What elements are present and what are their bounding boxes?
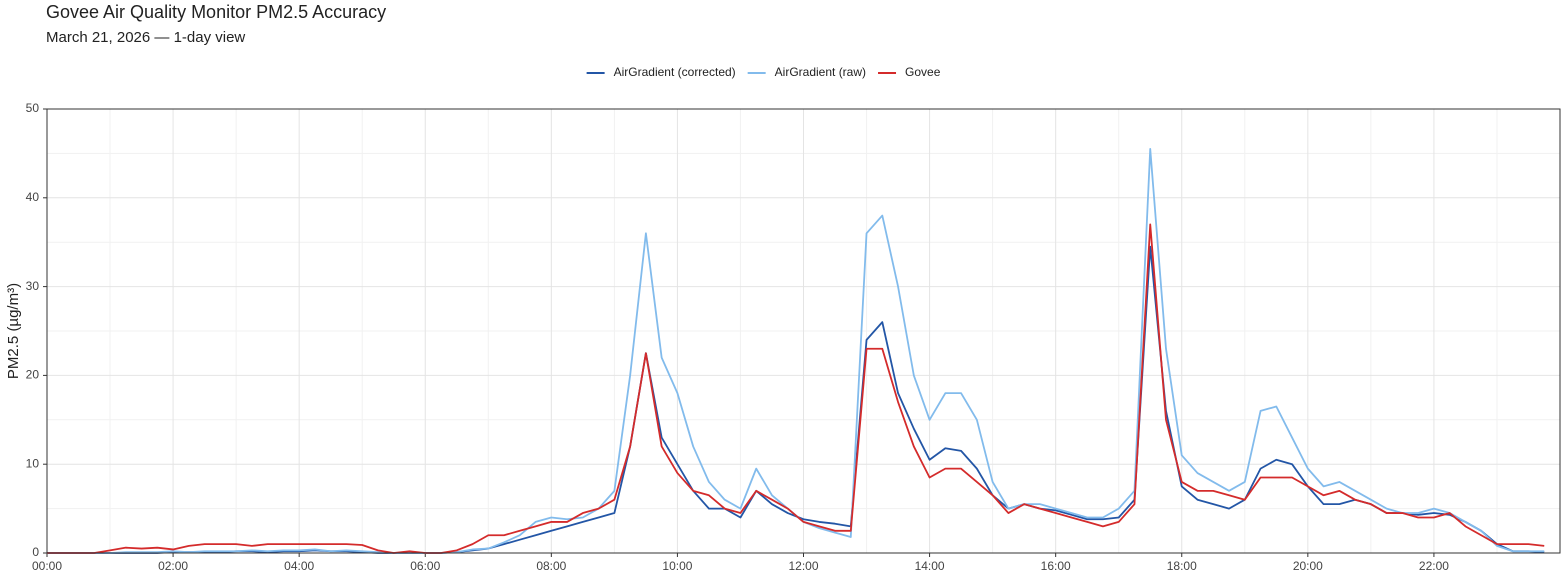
x-tick-label: 08:00 [536,559,566,573]
x-tick-label: 00:00 [32,559,62,573]
chart-title: Govee Air Quality Monitor PM2.5 Accuracy [46,2,386,22]
y-tick-label: 10 [26,456,40,470]
x-tick-label: 16:00 [1041,559,1071,573]
x-tick-label: 10:00 [662,559,692,573]
plot [47,148,1545,554]
x-tick-label: 02:00 [158,559,188,573]
y-tick-label: 0 [32,545,39,559]
y-tick-label: 40 [26,190,40,204]
legend-item: Govee [878,65,941,79]
grid: 0 10 20 30 40 50 00:00 02:00 04:00 06:00 08:00 10:0… [26,101,1560,573]
x-tick-label: 20:00 [1293,559,1323,573]
legend-item: AirGradient (corrected) [586,65,736,79]
legend: AirGradient (corrected) AirGradient (raw)… [586,65,941,79]
x-tick-label: 14:00 [915,559,945,573]
x-tick-label: 18:00 [1167,559,1197,573]
legend-label: AirGradient (corrected) [614,65,736,79]
y-axis-label: PM2.5 (µg/m³) [5,283,22,379]
y-tick-label: 30 [26,279,40,293]
x-tick-label: 06:00 [410,559,440,573]
legend-label: Govee [905,65,941,79]
plot-frame [46,108,1561,554]
chart-subtitle: March 21, 2026 — 1-day view [46,29,245,46]
data-line [47,223,1545,554]
x-tick-label: 22:00 [1419,559,1449,573]
legend-label: AirGradient (raw) [775,65,866,79]
y-tick-label: 50 [26,101,40,115]
y-tick-label: 20 [26,368,40,382]
x-tick-label: 04:00 [284,559,314,573]
x-tick-label: 12:00 [788,559,818,573]
legend-item: AirGradient (raw) [747,65,866,79]
data-line [47,245,1545,554]
